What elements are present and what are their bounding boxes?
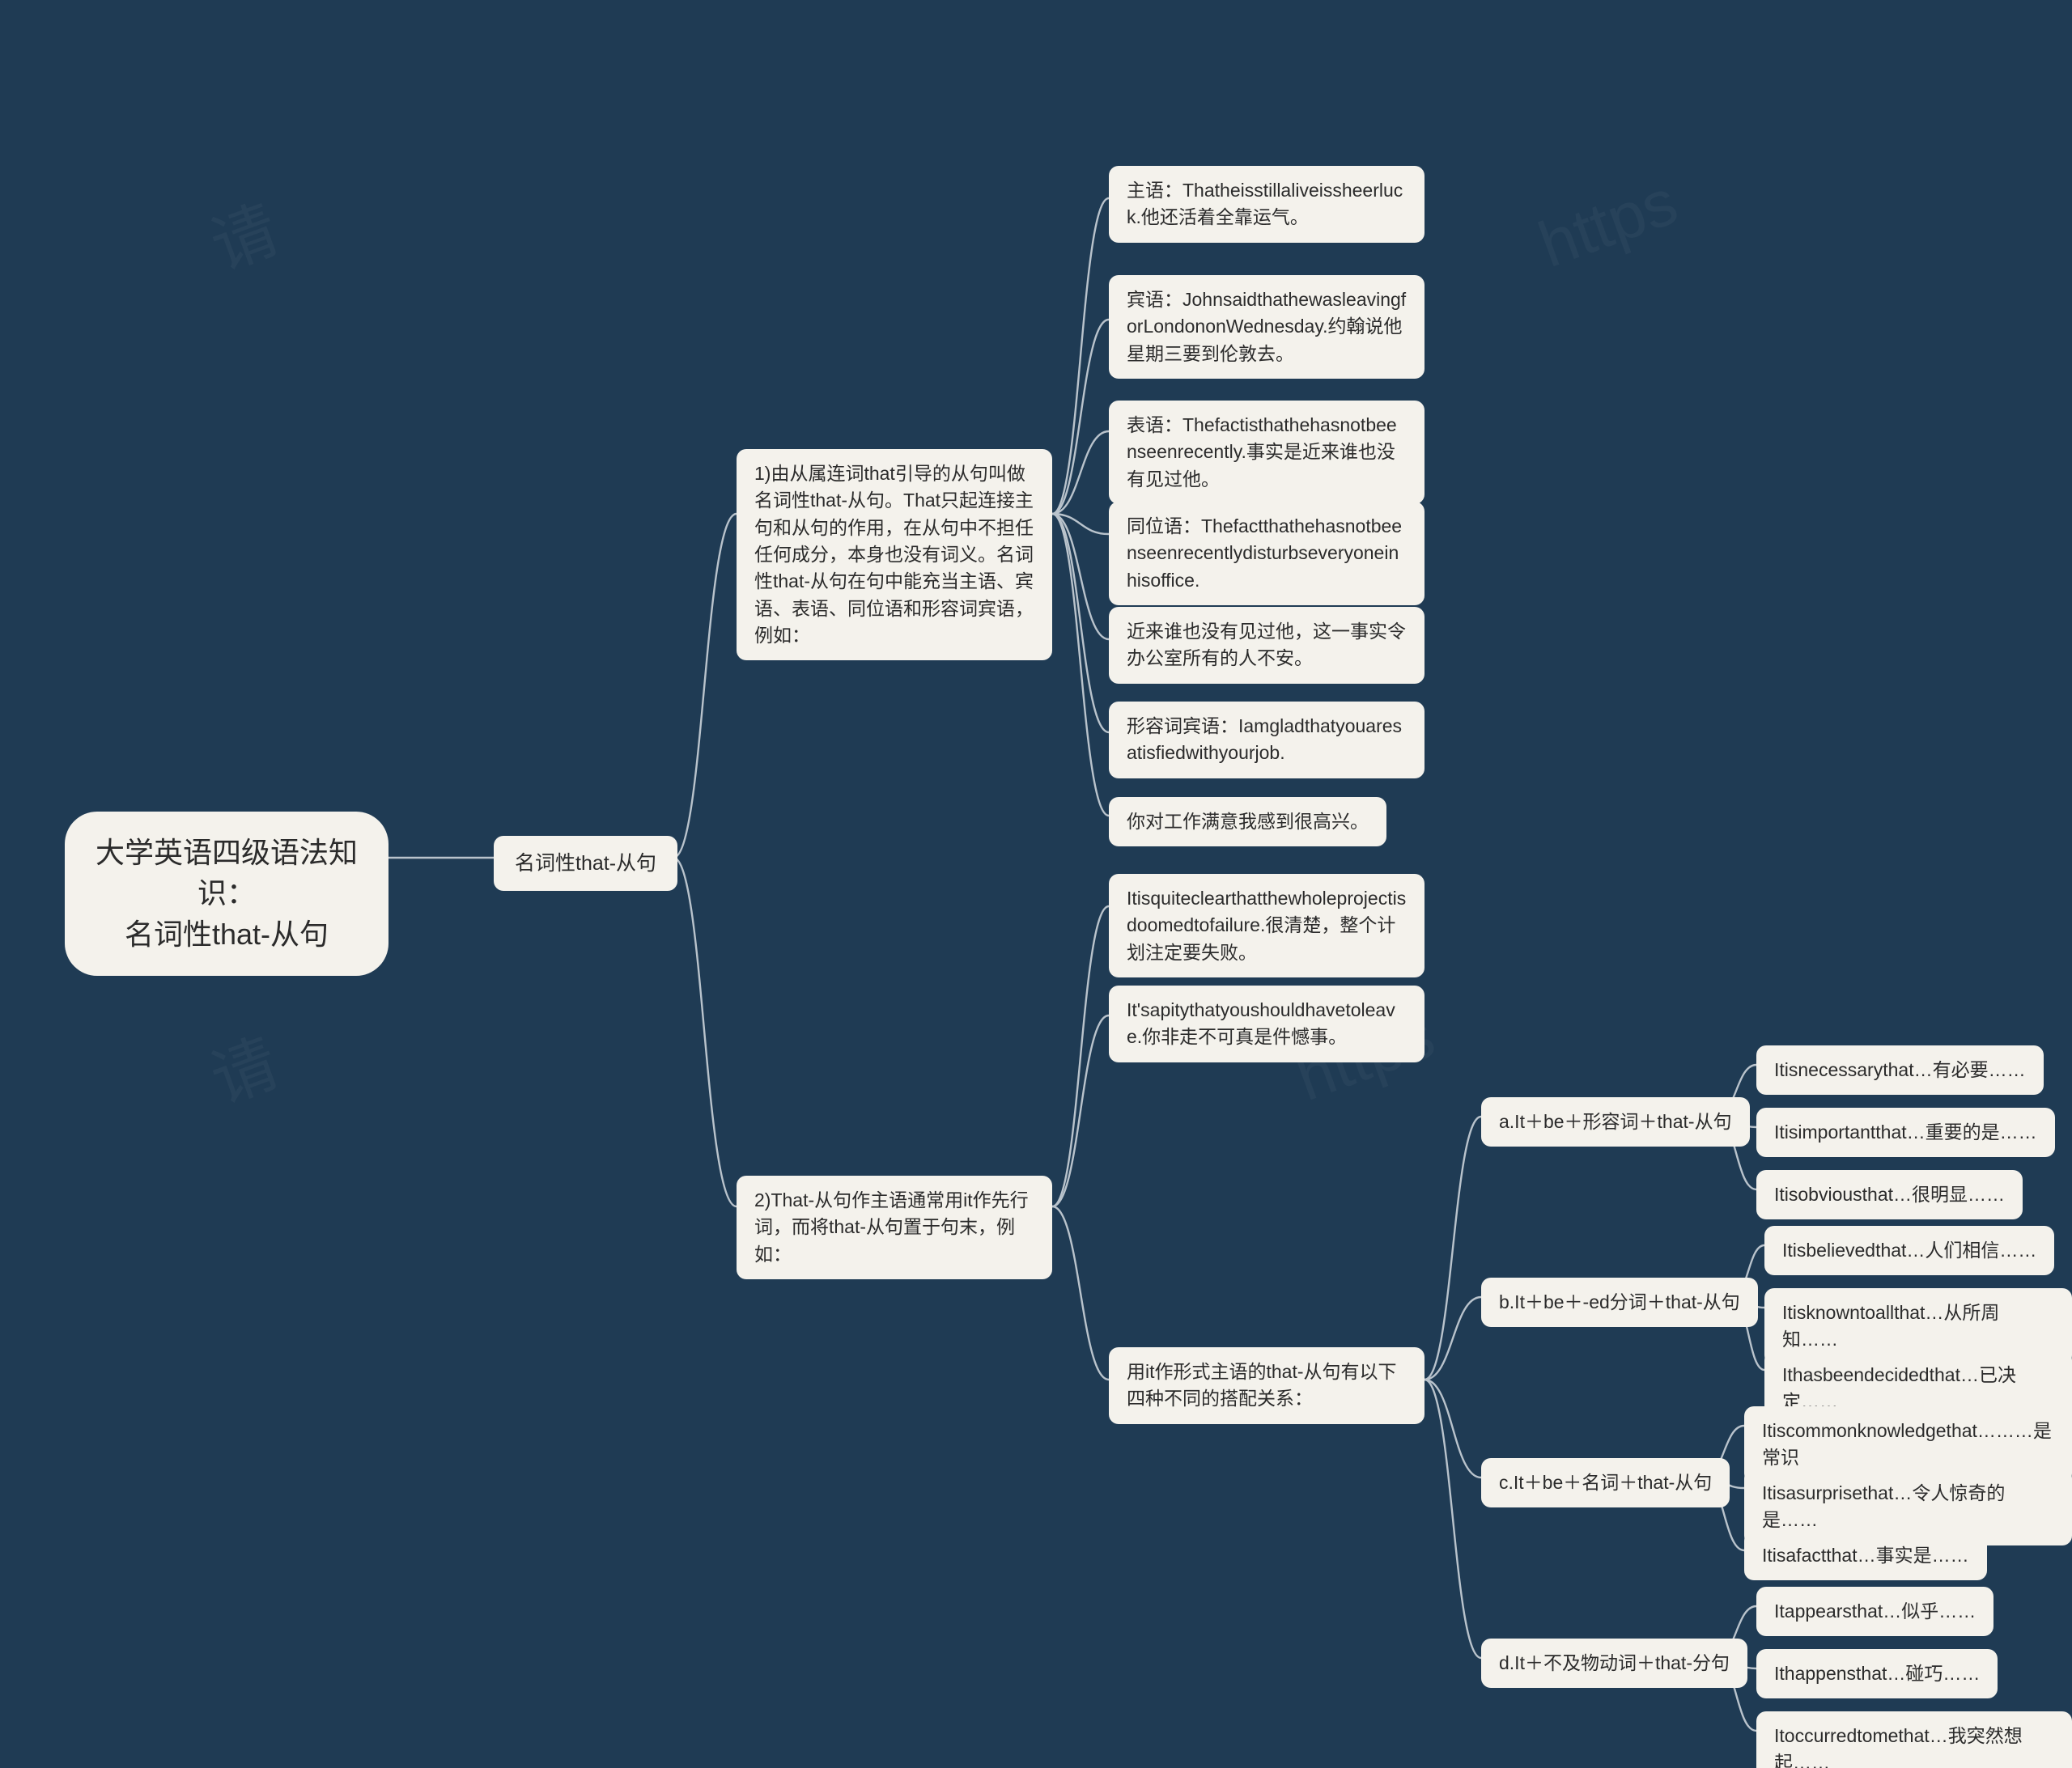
branch2-top-leaf: Itisquiteclearthatthewholeprojectisdoome… [1109,874,1424,977]
leaf-text: 近来谁也没有见过他，这一事实令办公室所有的人不安。 [1127,621,1406,668]
branch1-leaf: 宾语：JohnsaidthathewasleavingforLondononWe… [1109,275,1424,379]
group-d-item: Itappearsthat…似乎…… [1756,1587,1993,1636]
branch1-leaf: 表语：Thefactisthathehasnotbeenseenrecently… [1109,401,1424,504]
branch1-leaf: 主语：Thatheisstillaliveissheerluck.他还活着全靠运… [1109,166,1424,243]
leaf-text: It'sapitythatyoushouldhavetoleave.你非走不可真… [1127,999,1395,1047]
branch1-leaf: 同位语：Thefactthathehasnotbeenseenrecentlyd… [1109,502,1424,605]
group-a-item: Itisobviousthat…很明显…… [1756,1170,2023,1219]
group-c-node: c.It＋be＋名词＋that-从句 [1481,1458,1730,1507]
group-label: c.It＋be＋名词＋that-从句 [1499,1472,1712,1493]
branch2-label: 2)That-从句作主语通常用it作先行词，而将that-从句置于句末，例如： [754,1189,1029,1265]
root-title-line1: 大学英语四级语法知识： [96,836,358,909]
group-c-item: Itisafactthat…事实是…… [1744,1531,1987,1580]
root-title-line2: 名词性that-从句 [125,918,329,951]
leaf-text: Itisknowntoallthat…从所周知…… [1782,1302,1999,1350]
mindmap-canvas: 请 https 请 https [0,0,2072,1768]
level1-label: 名词性that-从句 [515,852,656,875]
leaf-text: Itiscommonknowledgethat………是常识 [1762,1420,2052,1468]
group-b-node: b.It＋be＋-ed分词＋that-从句 [1481,1278,1758,1327]
branch1-node: 1)由从属连词that引导的从句叫做名词性that-从句。That只起连接主句和… [737,449,1052,660]
leaf-text: Ithasbeendecidedthat…已决定…… [1782,1364,2016,1412]
leaf-text: Itoccurredtomethat…我突然想起…… [1774,1725,2023,1768]
leaf-text: 你对工作满意我感到很高兴。 [1127,811,1369,832]
leaf-text: Itisquiteclearthatthewholeprojectisdoome… [1127,888,1406,963]
leaf-text: Itisimportantthat…重要的是…… [1774,1121,2037,1143]
leaf-text: Itappearsthat…似乎…… [1774,1601,1976,1622]
leaf-text: Itisobviousthat…很明显…… [1774,1184,2005,1205]
leaf-text: 形容词宾语：Iamgladthatyouaresatisfiedwithyour… [1127,715,1402,763]
group-d-node: d.It＋不及物动词＋that-分句 [1481,1639,1747,1688]
leaf-text: 同位语：Thefactthathehasnotbeenseenrecentlyd… [1127,515,1402,591]
leaf-text: 宾语：JohnsaidthathewasleavingforLondononWe… [1127,289,1406,364]
leaf-text: Itisnecessarythat…有必要…… [1774,1059,2026,1080]
group-b-item: Itisbelievedthat…人们相信…… [1764,1226,2054,1275]
group-label: d.It＋不及物动词＋that-分句 [1499,1652,1730,1673]
branch2-node: 2)That-从句作主语通常用it作先行词，而将that-从句置于句末，例如： [737,1176,1052,1279]
group-a-node: a.It＋be＋形容词＋that-从句 [1481,1097,1750,1147]
group-a-item: Itisimportantthat…重要的是…… [1756,1108,2055,1157]
branch1-leaf: 你对工作满意我感到很高兴。 [1109,797,1386,846]
leaf-text: 主语：Thatheisstillaliveissheerluck.他还活着全靠运… [1127,180,1403,227]
branch2-top-leaf: It'sapitythatyoushouldhavetoleave.你非走不可真… [1109,986,1424,1062]
level1-node: 名词性that-从句 [494,836,677,891]
leaf-text: Itisasurprisethat…令人惊奇的是…… [1762,1482,2005,1530]
group-label: b.It＋be＋-ed分词＋that-从句 [1499,1291,1740,1312]
leaf-text: Itisbelievedthat…人们相信…… [1782,1240,2036,1261]
group-d-item: Itoccurredtomethat…我突然想起…… [1756,1711,2072,1768]
group-a-item: Itisnecessarythat…有必要…… [1756,1045,2044,1095]
subnode-label: 用it作形式主语的that-从句有以下四种不同的搭配关系： [1127,1361,1397,1409]
leaf-text: 表语：Thefactisthathehasnotbeenseenrecently… [1127,414,1397,490]
group-label: a.It＋be＋形容词＋that-从句 [1499,1111,1732,1132]
watermark: https [1529,164,1686,282]
branch1-leaf: 近来谁也没有见过他，这一事实令办公室所有的人不安。 [1109,607,1424,684]
group-d-item: Ithappensthat…碰巧…… [1756,1649,1998,1698]
leaf-text: Ithappensthat…碰巧…… [1774,1663,1980,1684]
branch2-subnode: 用it作形式主语的that-从句有以下四种不同的搭配关系： [1109,1347,1424,1424]
branch1-label: 1)由从属连词that引导的从句叫做名词性that-从句。That只起连接主句和… [754,463,1034,646]
watermark: 请 [197,178,290,288]
branch1-leaf: 形容词宾语：Iamgladthatyouaresatisfiedwithyour… [1109,702,1424,778]
root-node: 大学英语四级语法知识： 名词性that-从句 [65,812,388,976]
leaf-text: Itisafactthat…事实是…… [1762,1545,1969,1566]
watermark: 请 [197,1011,290,1121]
